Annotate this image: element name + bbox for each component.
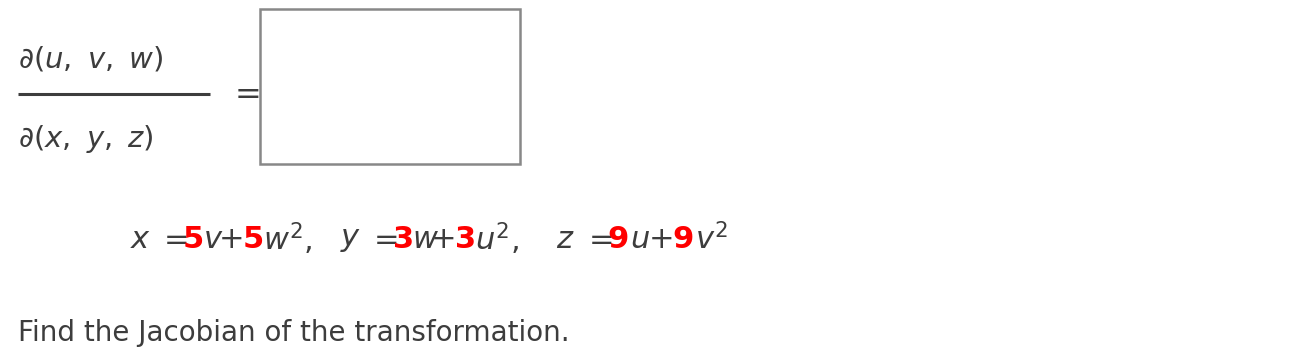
Text: $\mathit{w}^2,$: $\mathit{w}^2,$	[263, 221, 313, 257]
Text: $\partial(\mathit{u},\ \mathit{v},\ \mathit{w})$: $\partial(\mathit{u},\ \mathit{v},\ \mat…	[18, 45, 164, 74]
Text: $=$: $=$	[159, 224, 189, 253]
Text: $\mathit{y}$: $\mathit{y}$	[341, 224, 362, 253]
Text: Find the Jacobian of the transformation.: Find the Jacobian of the transformation.	[18, 319, 570, 347]
Text: $\mathbf{5}$: $\mathbf{5}$	[242, 224, 263, 253]
Text: $\mathit{w}$: $\mathit{w}$	[413, 224, 439, 253]
Text: $\partial(\mathit{x},\ \mathit{y},\ \mathit{z})$: $\partial(\mathit{x},\ \mathit{y},\ \mat…	[18, 123, 153, 155]
Text: $+$: $+$	[217, 224, 242, 253]
Text: $\mathbf{9}$: $\mathbf{9}$	[607, 224, 629, 253]
Text: $=$: $=$	[583, 224, 613, 253]
Text: $\mathit{u}^2,$: $\mathit{u}^2,$	[476, 221, 519, 257]
Text: $\mathbf{3}$: $\mathbf{3}$	[392, 224, 413, 253]
Text: $\mathit{z}$: $\mathit{z}$	[555, 224, 575, 253]
Text: $\mathit{u}$: $\mathit{u}$	[630, 224, 650, 253]
Text: $\mathbf{3}$: $\mathbf{3}$	[455, 224, 474, 253]
Text: $=$: $=$	[228, 79, 259, 110]
Text: $\mathbf{9}$: $\mathbf{9}$	[672, 224, 693, 253]
Text: $\mathit{v}^2$: $\mathit{v}^2$	[696, 223, 728, 255]
Text: $+$: $+$	[648, 224, 672, 253]
Text: $\mathit{v}$: $\mathit{v}$	[203, 224, 224, 253]
Text: $\mathbf{5}$: $\mathbf{5}$	[182, 224, 203, 253]
Text: $+$: $+$	[430, 224, 455, 253]
Text: $\mathit{x}$: $\mathit{x}$	[130, 224, 151, 253]
Bar	[259, 9, 520, 164]
Text: $=$: $=$	[368, 224, 398, 253]
